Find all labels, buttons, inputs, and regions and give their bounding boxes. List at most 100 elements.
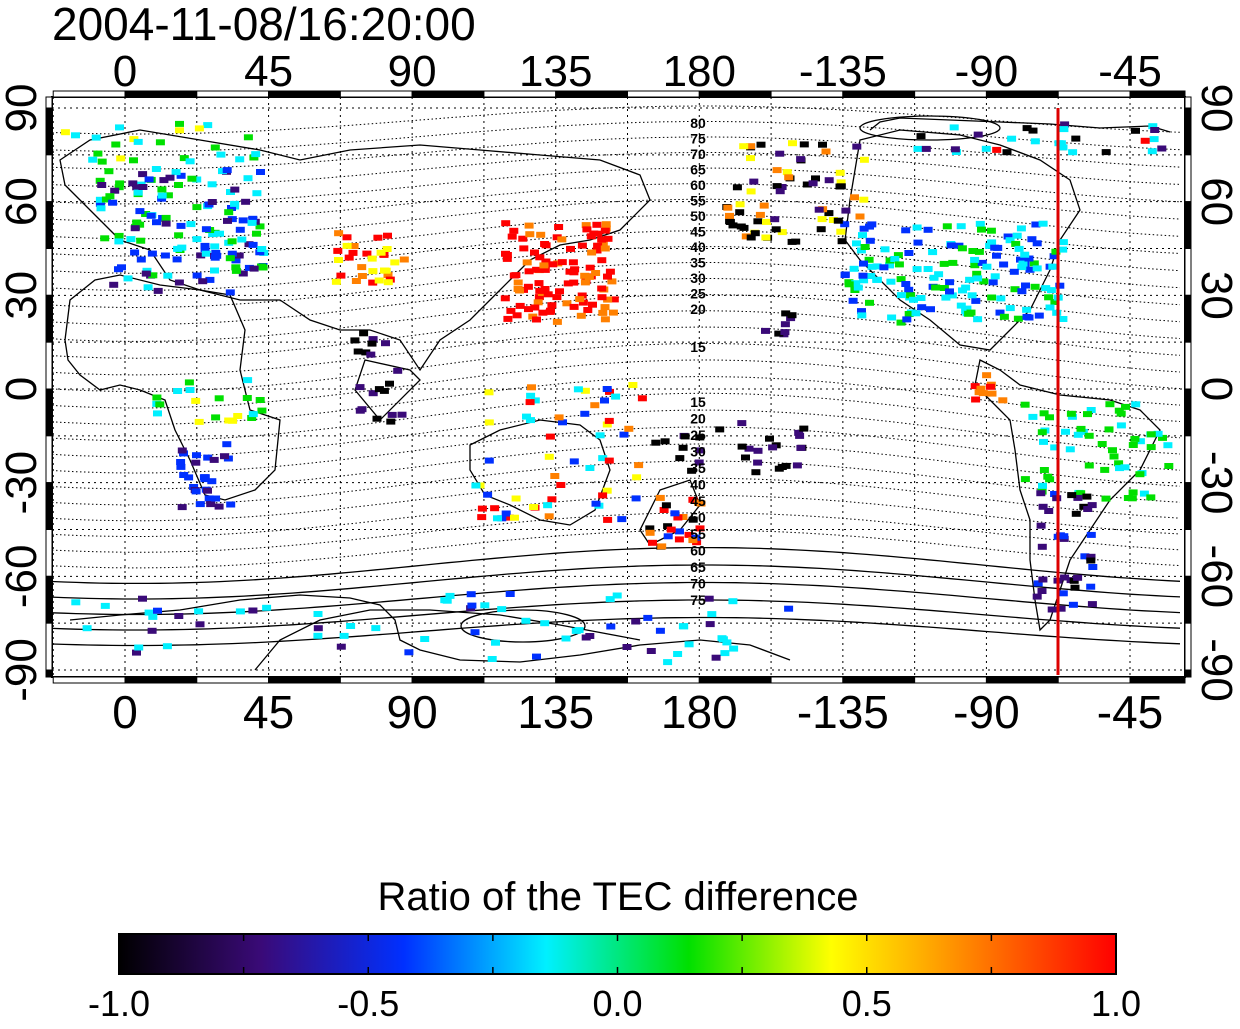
tec-cell — [1104, 426, 1114, 433]
tec-cell — [586, 233, 596, 240]
tec-cell — [687, 467, 697, 474]
tec-cell — [505, 591, 515, 597]
tec-cell — [1029, 260, 1039, 267]
tec-cell — [238, 217, 248, 224]
tec-cell — [1017, 288, 1027, 295]
tec-cell — [223, 217, 232, 224]
tec-cell — [906, 292, 916, 299]
tec-cell — [608, 309, 618, 316]
tec-cell — [342, 242, 352, 249]
tec-cell — [865, 237, 875, 244]
axis-bar-bottom — [985, 676, 1059, 684]
tec-cell — [977, 226, 986, 233]
tec-cell — [673, 514, 683, 521]
lon-label-bottom: -135 — [797, 686, 889, 738]
tec-cell — [506, 307, 516, 314]
tec-cell — [228, 417, 238, 424]
tec-cell — [580, 279, 590, 286]
mag-contour — [52, 198, 1181, 240]
tec-cell — [194, 418, 204, 425]
tec-cell — [95, 200, 105, 207]
tec-cell — [723, 204, 733, 211]
mag-contour — [52, 359, 1181, 409]
tec-cell — [1037, 429, 1047, 436]
tec-cell — [1051, 248, 1061, 255]
tec-cell — [678, 444, 688, 451]
lat-label-right: 0 — [1192, 377, 1240, 401]
tec-cell — [255, 397, 265, 403]
tec-cell — [535, 287, 545, 294]
contour-label: 60 — [690, 177, 706, 193]
tec-cell — [519, 245, 529, 252]
tec-cell — [231, 264, 241, 271]
tec-cell — [802, 181, 812, 188]
tec-cell — [115, 124, 124, 131]
tec-cell — [497, 606, 507, 613]
tec-cell — [207, 199, 217, 205]
tec-cell — [1005, 237, 1015, 244]
tec-cell — [858, 232, 867, 239]
tec-cell — [604, 457, 614, 464]
tec-cell — [1048, 263, 1058, 270]
tec-cell — [191, 397, 201, 404]
tec-cell — [598, 241, 608, 248]
tec-cell — [114, 184, 124, 191]
tec-cell — [368, 336, 378, 343]
tec-cell — [561, 635, 571, 642]
tec-cell — [1047, 606, 1057, 613]
tec-cell — [1128, 442, 1138, 448]
tec-cell — [484, 389, 494, 396]
tec-cell — [814, 206, 824, 213]
axis-bar-bottom — [268, 676, 341, 684]
tec-cell — [210, 254, 220, 261]
tec-cell — [784, 174, 794, 181]
tec-cell — [990, 244, 1000, 251]
tec-cell — [1050, 299, 1060, 305]
tec-cell — [194, 608, 204, 615]
tec-cell — [1020, 476, 1030, 483]
tec-cell — [592, 221, 602, 228]
tec-cell — [865, 299, 874, 306]
lat-label-right: -30 — [1192, 451, 1240, 515]
tec-cell — [607, 278, 617, 285]
tec-cell — [849, 265, 859, 272]
tec-cell — [770, 216, 780, 223]
tec-cell — [1058, 239, 1068, 246]
tec-cell — [1030, 283, 1040, 290]
tec-cell — [385, 380, 394, 387]
tec-cell — [591, 500, 601, 507]
tec-cell — [257, 407, 267, 414]
colorbar-ticks — [242, 934, 993, 974]
tec-cell — [1058, 590, 1068, 597]
tec-cell — [941, 294, 951, 301]
tec-cell — [1146, 444, 1156, 451]
tec-cell — [224, 209, 234, 216]
tec-cell — [251, 151, 261, 158]
tec-cell — [1020, 251, 1030, 258]
tec-cell — [211, 249, 221, 256]
tec-cell — [357, 264, 367, 271]
axis-bar-right — [1184, 669, 1192, 678]
tec-cell — [1002, 149, 1012, 156]
tec-cell — [973, 275, 983, 282]
tec-cell — [603, 516, 613, 523]
tec-cell — [1009, 268, 1019, 275]
tec-cell — [904, 311, 914, 317]
tec-cell — [227, 205, 236, 211]
tec-cell — [970, 383, 980, 390]
tec-cell — [490, 505, 500, 512]
tec-cell — [381, 267, 391, 274]
tec-cell — [852, 240, 861, 247]
axis-bar-right — [1184, 248, 1192, 296]
tec-cell — [968, 248, 978, 254]
tec-cell — [359, 330, 369, 337]
tec-cell — [534, 280, 544, 287]
tec-cell — [602, 487, 612, 494]
tec-cell — [931, 284, 941, 291]
tec-cell — [600, 316, 610, 323]
tec-cell — [186, 221, 196, 228]
axis-bar-right — [1184, 529, 1192, 577]
tec-cell — [945, 288, 954, 295]
tec-cell — [860, 244, 870, 250]
